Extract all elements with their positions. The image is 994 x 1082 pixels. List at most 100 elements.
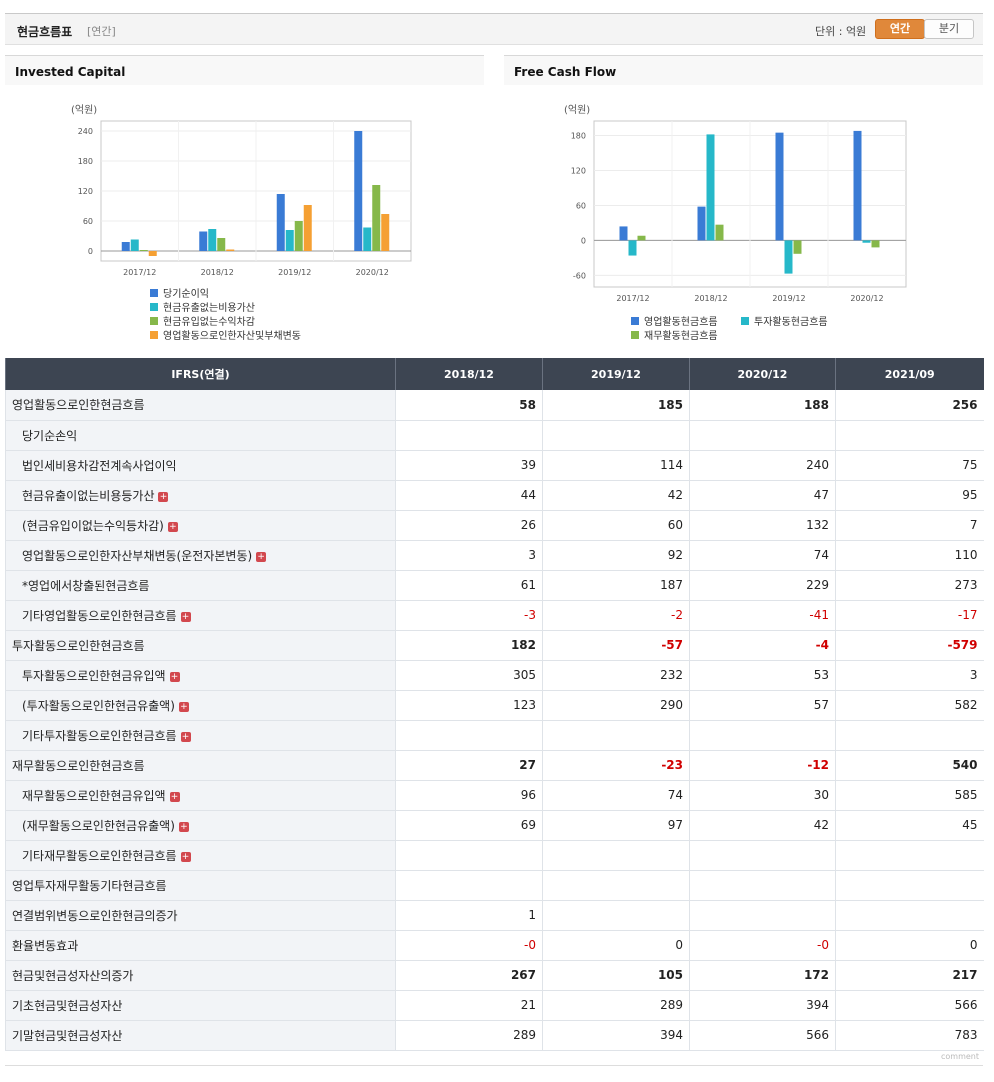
row-label: 당기순손익 [5,420,396,451]
y-axis-unit-label: (억원) [71,104,97,116]
footer: comment [5,1050,983,1066]
expand-icon[interactable]: + [178,701,189,712]
table-row: 투자활동으로인한현금유입액 +305 232 53 3 [5,660,984,691]
legend-label: 영업활동현금흐름 [644,315,718,328]
expand-icon[interactable]: + [169,671,180,682]
table-cell: -57 [542,630,690,661]
x-tick-label: 2019/12 [278,268,311,277]
table-cell: 60 [542,510,690,541]
expand-icon[interactable]: + [256,551,267,562]
row-label-text: 기말현금및현금성자산 [12,1028,123,1043]
unit-label: 단위 : 억원 [815,25,867,38]
x-tick-label: 2017/12 [616,294,649,303]
row-label-text: 영업활동으로인한현금흐름 [12,398,145,413]
table-cell: 75 [835,450,984,481]
table-cell: -0 [689,930,836,961]
bar [303,205,312,251]
table-cell: 585 [835,780,984,811]
table-cell: 540 [835,750,984,781]
row-label-text: 재무활동으로인한현금흐름 [12,758,145,773]
table-cell: -17 [835,600,984,631]
row-label: 투자활동으로인한현금유입액 + [5,660,396,691]
row-label: 영업활동으로인한자산부채변동(운전자본변동) + [5,540,396,571]
table-row: 환율변동효과 -0 0 -0 0 [5,930,984,961]
table-row: 현금및현금성자산의증가 267 105 172 217 [5,960,984,991]
table-cell: 290 [542,690,690,721]
x-tick-label: 2018/12 [201,268,234,277]
invested-capital-chart: (억원) 240 180 120 60 0 2017/12 2018/12 2019/12 202… [71,104,412,342]
row-label: (재무활동으로인한현금유출액) + [5,810,396,841]
table-row: 현금유출이없는비용등가산 +44 42 47 95 [5,480,984,511]
y-tick-label: 0 [88,247,93,256]
expand-icon[interactable]: + [180,611,191,622]
expand-icon[interactable]: + [167,521,178,532]
tab-annual[interactable]: 연간 [875,19,925,39]
expand-icon[interactable]: + [158,491,169,502]
section-title: 현금흐름표 [17,25,73,39]
table-cell: 27 [395,750,543,781]
table-cell: 394 [542,1020,690,1051]
bar [871,240,880,248]
table-cell: 256 [835,390,984,421]
table-cell: 289 [542,990,690,1021]
expand-icon[interactable]: + [169,791,180,802]
table-cell [395,420,543,451]
row-label-text: 법인세비용차감전계속사업이익 [22,458,177,473]
tab-quarter[interactable]: 분기 [924,19,974,39]
x-tick-label: 2020/12 [850,294,883,303]
row-label: 법인세비용차감전계속사업이익 [5,450,396,481]
row-label: (투자활동으로인한현금유출액) + [5,690,396,721]
row-label-text: 당기순손익 [22,428,78,443]
table-cell: 188 [689,390,836,421]
chart-title: Free Cash Flow [504,55,983,85]
legend-label: 현금유입없는수익차감 [163,315,255,328]
bar [226,249,235,251]
bar [697,206,706,241]
legend-swatch [150,289,158,297]
free-cash-flow-chart: (억원) 180 120 60 0 -60 2017/12 2018/12 2019/12 202… [564,104,907,342]
row-label: *영업에서창출된현금흐름 [5,570,396,601]
row-label: 재무활동으로인한현금흐름 [5,750,396,781]
table-cell: 39 [395,450,543,481]
table-cell [542,720,690,751]
table-cell: 114 [542,450,690,481]
expand-icon[interactable]: + [178,821,189,832]
bar [862,240,871,243]
chart-title: Invested Capital [5,55,484,85]
table-cell: 53 [689,660,836,691]
row-label: (현금유입이없는수익등차감) + [5,510,396,541]
table-cell: -4 [689,630,836,661]
table-cell: 110 [835,540,984,571]
table-row: 연결범위변동으로인한현금의증가 1 [5,900,984,931]
table-cell: 123 [395,690,543,721]
table-row: 기타투자활동으로인한현금흐름 + [5,720,984,751]
y-tick-label: 120 [78,187,93,196]
legend-label: 투자활동현금흐름 [754,315,828,328]
table-row: 기초현금및현금성자산 21 289 394 566 [5,990,984,1021]
table-cell: 95 [835,480,984,511]
table-cell: 217 [835,960,984,991]
row-label: 기초현금및현금성자산 [5,990,396,1021]
table-cell: 74 [542,780,690,811]
bar [354,131,363,251]
legend-label: 영업활동으로인한자산및부채변동 [163,329,301,342]
table-cell: 267 [395,960,543,991]
table-cell: 305 [395,660,543,691]
legend-label: 재무활동현금흐름 [644,329,718,342]
row-label-text: 기타투자활동으로인한현금흐름 [22,728,177,743]
expand-icon[interactable]: + [180,851,191,862]
y-tick-label: -60 [573,271,586,280]
table-cell: 69 [395,810,543,841]
table-row: 재무활동으로인한현금흐름 27 -23 -12 540 [5,750,984,781]
bar [294,221,303,251]
row-label-text: 기타영업활동으로인한현금흐름 [22,608,177,623]
row-label: 기타영업활동으로인한현금흐름 + [5,600,396,631]
table-cell: 57 [689,690,836,721]
table-cell: 0 [835,930,984,961]
expand-icon[interactable]: + [180,731,191,742]
comment-toggle[interactable]: comment [940,1052,979,1061]
table-cell: 58 [395,390,543,421]
column-header: 2020/12 [689,358,836,390]
section-header: 현금흐름표 [연간] 단위 : 억원 연간 분기 [5,13,983,45]
bar [628,240,637,256]
